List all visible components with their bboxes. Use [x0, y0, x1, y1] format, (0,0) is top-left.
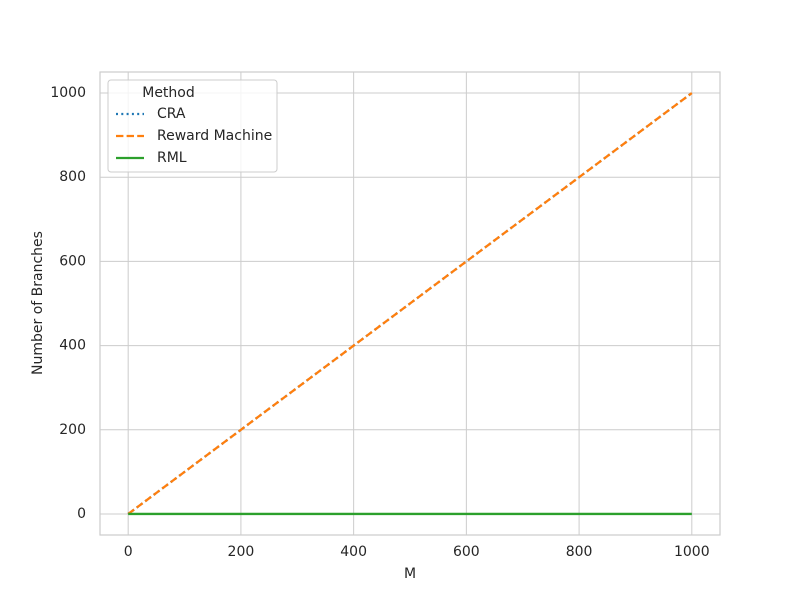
y-tick-label: 200: [59, 422, 86, 438]
legend-label: RML: [157, 150, 187, 166]
legend: Method CRA Reward Machine RML: [107, 79, 278, 173]
legend-title: Method: [142, 85, 195, 101]
plot-frame: [99, 71, 721, 536]
legend-label: Reward Machine: [157, 128, 272, 144]
y-tick-label: 0: [77, 506, 86, 522]
x-tick-label: 1000: [674, 544, 710, 560]
y-axis-label: Number of Branches: [30, 231, 46, 375]
x-tick-label: 600: [453, 544, 480, 560]
x-tick-label: 800: [566, 544, 593, 560]
legend-label: CRA: [157, 106, 186, 122]
y-tick-label: 800: [59, 169, 86, 185]
x-tick-label: 400: [340, 544, 367, 560]
y-tick-label: 600: [59, 253, 86, 269]
legend-box: [107, 79, 278, 173]
y-tick-label: 400: [59, 338, 86, 354]
x-axis-label: M: [404, 566, 416, 582]
x-tick-label: 200: [228, 544, 255, 560]
y-tick-label: 1000: [50, 85, 86, 101]
data-line: [127, 92, 693, 515]
x-tick-label: 0: [124, 544, 133, 560]
